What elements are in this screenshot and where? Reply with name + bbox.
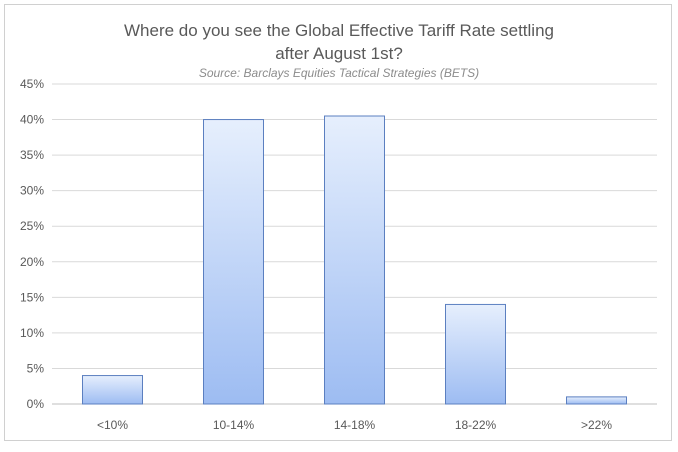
y-tick-label: 5% bbox=[27, 361, 45, 375]
chart-title-line-1: Where do you see the Global Effective Ta… bbox=[124, 21, 554, 40]
y-tick-label: 0% bbox=[27, 397, 45, 411]
chart-title-line-2: after August 1st? bbox=[275, 44, 403, 63]
bar-2 bbox=[203, 119, 264, 405]
bar-1 bbox=[82, 375, 143, 405]
x-tick-label: >22% bbox=[581, 418, 612, 432]
bar-3 bbox=[324, 115, 385, 405]
x-tick-label: <10% bbox=[97, 418, 128, 432]
x-tick-label: 10-14% bbox=[213, 418, 255, 432]
y-tick-label: 25% bbox=[20, 219, 44, 233]
y-tick-label: 15% bbox=[20, 290, 44, 304]
y-tick-label: 40% bbox=[20, 113, 44, 127]
bar-5 bbox=[566, 396, 627, 405]
x-tick-label: 14-18% bbox=[334, 418, 376, 432]
y-tick-label: 30% bbox=[20, 184, 44, 198]
chart-subtitle: Source: Barclays Equities Tactical Strat… bbox=[198, 66, 480, 80]
y-tick-label: 35% bbox=[20, 148, 44, 162]
x-tick-label: 18-22% bbox=[455, 418, 497, 432]
y-tick-label: 10% bbox=[20, 326, 44, 340]
y-tick-label: 20% bbox=[20, 255, 44, 269]
y-tick-label: 45% bbox=[20, 77, 44, 91]
bar-4 bbox=[445, 303, 506, 405]
